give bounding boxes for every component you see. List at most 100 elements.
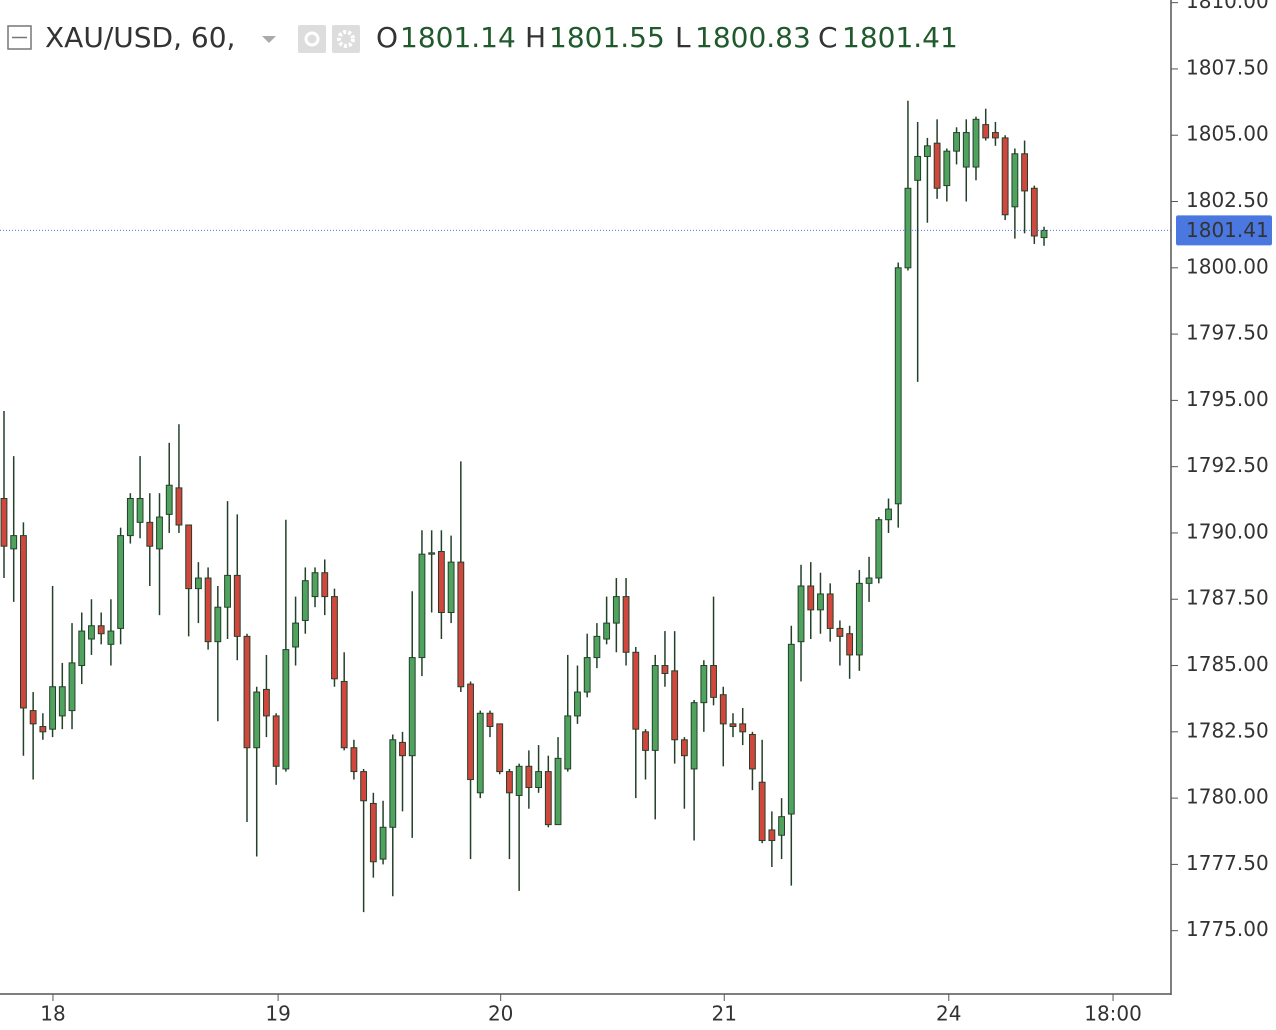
ohlc-value: 1801.55 — [549, 21, 665, 54]
candle-body — [185, 524, 193, 590]
ohlc-value: 1801.14 — [400, 21, 516, 54]
y-tick-label: 1782.50 — [1186, 718, 1269, 742]
y-tick-label: 1787.50 — [1186, 586, 1269, 610]
ohlc-key: L — [675, 21, 691, 54]
candle-body — [1001, 137, 1009, 216]
candle-body — [817, 593, 824, 611]
candle-body — [467, 683, 474, 781]
settings-button[interactable] — [332, 25, 360, 53]
candle-body — [583, 657, 591, 693]
candle-body — [544, 771, 552, 826]
candle-body — [914, 155, 922, 181]
candle-body — [894, 267, 902, 505]
candle-body — [165, 484, 173, 515]
plot-area — [0, 100, 1171, 913]
y-tick-label: 1775.00 — [1186, 917, 1269, 941]
y-tick-label: 1795.00 — [1186, 387, 1269, 411]
candle-body — [204, 577, 212, 643]
candle-body — [690, 702, 698, 770]
candle-body — [807, 585, 815, 611]
candle-body — [719, 694, 727, 725]
candle-body — [885, 508, 892, 521]
candle-body — [1011, 153, 1019, 208]
candle-body — [117, 535, 125, 629]
candle-body — [826, 593, 834, 629]
candle-body — [88, 625, 95, 640]
candle-body — [962, 132, 970, 168]
x-tick-label: 18 — [40, 1002, 65, 1026]
visibility-button[interactable] — [298, 25, 326, 53]
candle-body — [992, 132, 999, 139]
candle-body — [233, 574, 241, 637]
candle-body — [126, 497, 134, 537]
candle-body — [29, 710, 37, 725]
y-tick-label: 1780.00 — [1186, 785, 1269, 809]
candle-body — [749, 733, 756, 770]
candle-body — [554, 757, 562, 826]
ohlc-key: C — [818, 21, 838, 54]
candle-body — [428, 552, 436, 555]
chart-title: XAU/USD, 60, — [45, 21, 235, 54]
candle-body — [350, 747, 358, 773]
candle-body — [146, 521, 154, 547]
candle-body — [564, 715, 572, 770]
candle-body — [515, 765, 523, 796]
candle-body — [58, 686, 66, 717]
candle-body — [311, 572, 319, 598]
ohlc-value: 1800.83 — [695, 21, 811, 54]
candle-body — [700, 665, 708, 704]
candle-body — [768, 829, 776, 842]
candle-body — [836, 627, 844, 637]
ohlc-key: O — [376, 21, 398, 54]
candle-body — [972, 118, 980, 168]
candle-body — [739, 723, 747, 733]
candle-body — [389, 739, 397, 828]
candle-body — [622, 596, 630, 653]
candle-body — [632, 651, 640, 730]
candle-body — [447, 561, 455, 614]
y-tick-label: 1800.00 — [1186, 254, 1269, 278]
gear-icon — [337, 30, 355, 48]
y-tick-label: 1802.50 — [1186, 188, 1269, 212]
candle-body — [243, 635, 251, 749]
x-tick-label: 21 — [712, 1002, 737, 1026]
dropdown-arrow[interactable] — [262, 36, 276, 43]
candle-body — [20, 535, 27, 709]
candle-body — [486, 712, 494, 728]
candle-body — [360, 771, 368, 802]
candle-body — [787, 643, 795, 815]
y-tick-label: 1790.00 — [1186, 519, 1269, 543]
candle-body — [194, 577, 202, 590]
candle-body — [156, 516, 163, 550]
candle-body — [651, 665, 659, 751]
y-tick-label: 1797.50 — [1186, 321, 1269, 345]
candle-body — [642, 731, 649, 751]
candle-body — [680, 739, 688, 757]
candle-body — [10, 535, 18, 550]
candle-body — [68, 662, 76, 712]
candle-body — [301, 580, 309, 621]
candle-body — [661, 665, 669, 674]
candle-body — [612, 596, 620, 624]
candle-body — [263, 688, 270, 717]
ohlc-key: H — [525, 21, 546, 54]
candle-body — [331, 596, 338, 680]
candle-body — [0, 497, 8, 547]
candle-body — [1040, 229, 1048, 239]
candle-body — [953, 132, 960, 152]
candle-body — [525, 765, 533, 789]
candle-body — [97, 625, 105, 635]
x-tick-label: 20 — [488, 1002, 513, 1026]
candle-body — [496, 723, 504, 773]
candle-body — [729, 723, 737, 728]
candle-body — [175, 487, 183, 526]
candle-body — [292, 622, 300, 648]
candle-body — [671, 670, 679, 741]
candle-body — [506, 771, 513, 794]
x-tick-label: 19 — [265, 1002, 290, 1026]
candle-body — [399, 741, 406, 757]
y-tick-label: 1810.00 — [1186, 0, 1269, 13]
candle-body — [39, 726, 47, 733]
